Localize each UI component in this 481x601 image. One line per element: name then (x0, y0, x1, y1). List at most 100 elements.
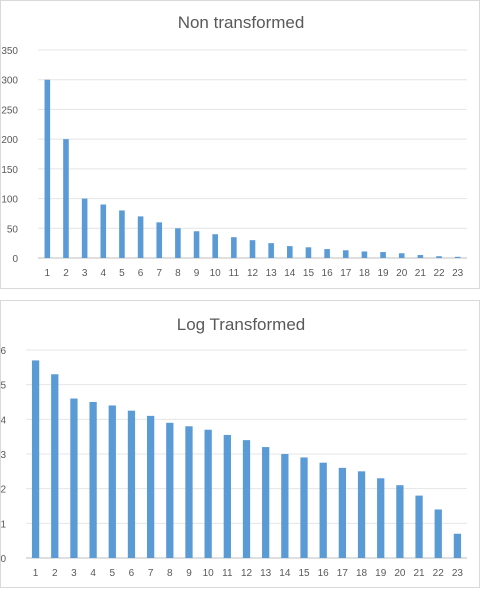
bar-10 (204, 429, 212, 558)
bar-18 (361, 251, 368, 258)
x-tick-label: 12 (241, 568, 253, 579)
x-tick-label: 21 (414, 568, 426, 579)
bar-8 (166, 422, 174, 558)
bar-13 (268, 243, 274, 258)
bar-2 (63, 139, 69, 258)
y-tick-label: 250 (1, 105, 18, 116)
bar-17 (338, 467, 347, 558)
bar-5 (108, 405, 116, 558)
x-tick-label: 12 (247, 268, 259, 279)
bar-19 (377, 478, 385, 558)
x-tick-label: 19 (378, 268, 390, 279)
y-tick-label: 150 (1, 165, 18, 176)
x-tick-label: 7 (148, 568, 154, 579)
x-tick-label: 1 (33, 568, 39, 579)
x-tick-label: 9 (194, 268, 200, 279)
x-tick-label: 10 (210, 268, 222, 279)
bar-10 (212, 234, 218, 258)
y-tick-label: 6 (1, 346, 6, 357)
bar-6 (137, 216, 144, 258)
x-tick-label: 8 (175, 268, 181, 279)
bar-20 (398, 253, 405, 258)
chart-panel-non-transformed: Non transformed 0 50 100 150 200 250 300 350 1 2 3… (0, 0, 480, 289)
x-tick-label: 5 (110, 568, 116, 579)
y-tick-label: 4 (1, 415, 6, 426)
bar-22 (436, 256, 442, 258)
bar-11 (223, 434, 231, 558)
bar-23 (454, 256, 461, 258)
x-tick-label: 21 (415, 268, 427, 279)
x-tick-label: 17 (337, 568, 349, 579)
bar-15 (305, 247, 312, 258)
x-tick-label: 7 (156, 268, 162, 279)
bar-16 (319, 462, 327, 558)
bar-23 (453, 533, 462, 558)
x-tick-label: 16 (322, 268, 334, 279)
bar-15 (300, 457, 308, 558)
bar-12 (249, 240, 256, 258)
bar-9 (193, 231, 200, 258)
x-tick-label: 11 (229, 268, 240, 279)
x-tick-label: 20 (394, 568, 406, 579)
x-tick-label: 2 (63, 268, 69, 279)
y-tick-label: 0 (1, 554, 6, 565)
bar-4 (89, 402, 97, 558)
x-tick-label: 3 (82, 268, 88, 279)
x-tick-label: 22 (433, 268, 445, 279)
bar-3 (70, 398, 78, 558)
y-tick-label: 50 (7, 224, 19, 235)
chart-panel-log-transformed: Log Transformed 0 1 2 3 4 5 6 1 2 3 4 5 6 7 8 9 10 11 12 13… (0, 300, 480, 588)
bar-6 (127, 410, 136, 558)
bar-7 (156, 222, 163, 258)
bar-14 (281, 454, 289, 558)
x-tick-label: 23 (452, 268, 464, 279)
bar-8 (175, 228, 181, 258)
y-tick-label: 100 (1, 195, 18, 206)
x-tick-label: 5 (119, 268, 125, 279)
y-tick-label: 0 (12, 254, 18, 265)
x-tick-label: 18 (359, 268, 371, 279)
bar-1 (44, 79, 51, 258)
bar-22 (434, 509, 442, 558)
y-tick-label: 3 (1, 450, 6, 461)
chart-title: Non transformed (178, 13, 305, 32)
x-tick-label: 6 (129, 568, 135, 579)
y-tick-label: 5 (1, 381, 6, 392)
x-tick-label: 14 (279, 568, 291, 579)
x-tick-label: 2 (52, 568, 58, 579)
bar-13 (262, 447, 270, 558)
chart-title: Log Transformed (177, 315, 306, 334)
x-tick-label: 20 (396, 268, 408, 279)
y-tick-label: 200 (1, 135, 18, 146)
x-tick-label: 11 (222, 568, 233, 579)
y-tick-label: 300 (1, 76, 18, 87)
bar-21 (417, 255, 424, 258)
x-tick-label: 15 (298, 568, 310, 579)
bar-5 (119, 210, 125, 258)
x-tick-label: 23 (452, 568, 464, 579)
y-tick-label: 350 (1, 46, 18, 57)
x-tick-label: 1 (45, 268, 51, 279)
x-tick-label: 18 (356, 568, 368, 579)
x-tick-label: 17 (340, 268, 352, 279)
x-tick-label: 4 (90, 568, 96, 579)
bar-18 (357, 471, 366, 558)
bar-4 (100, 204, 107, 258)
y-tick-label: 1 (1, 519, 6, 530)
x-tick-label: 13 (260, 568, 272, 579)
x-tick-label: 14 (284, 268, 296, 279)
y-tick-label: 2 (1, 485, 6, 496)
x-tick-label: 3 (71, 568, 77, 579)
bar-9 (185, 426, 193, 558)
bar-17 (342, 250, 349, 258)
bar-16 (324, 249, 330, 258)
bar-1 (31, 360, 40, 558)
x-tick-label: 10 (203, 568, 215, 579)
x-tick-label: 22 (433, 568, 445, 579)
x-tick-label: 8 (167, 568, 173, 579)
bar-19 (380, 252, 386, 258)
x-tick-label: 19 (375, 568, 387, 579)
